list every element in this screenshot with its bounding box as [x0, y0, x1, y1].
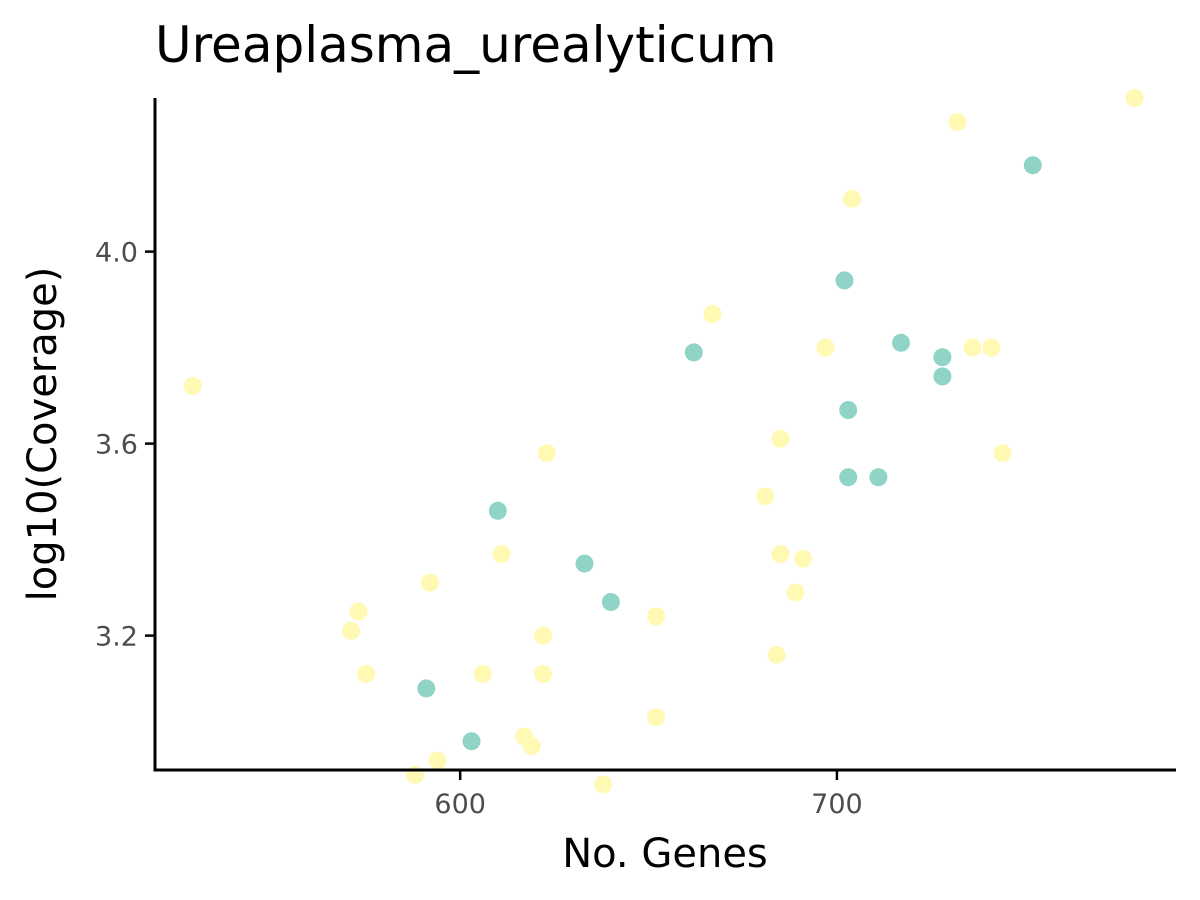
data-point [963, 338, 982, 357]
data-point [488, 501, 507, 520]
data-point [537, 444, 556, 463]
data-point [522, 737, 541, 755]
data-point [594, 775, 613, 794]
y-axis-ticks: 3.2 3.6 4.0 [95, 238, 155, 653]
x-axis-title: No. Genes [562, 831, 768, 877]
data-point [647, 708, 666, 727]
data-point [492, 545, 511, 563]
data-point [428, 751, 447, 770]
data-point [771, 545, 790, 563]
data-point [771, 429, 790, 448]
data-point [948, 113, 967, 131]
data-point [756, 487, 775, 506]
data-point [575, 554, 594, 573]
data-point [534, 665, 553, 683]
y-axis-title: log10(Coverage) [20, 267, 66, 602]
data-point [933, 367, 952, 386]
data-point [473, 665, 492, 683]
data-point [534, 626, 553, 645]
data-point [647, 607, 666, 626]
data-point [892, 333, 910, 352]
data-point [816, 338, 835, 357]
data-point [982, 338, 1001, 357]
y-tick-label: 4.0 [95, 238, 138, 269]
data-point [684, 343, 703, 362]
y-tick-label: 3.2 [95, 622, 138, 653]
data-point [183, 377, 202, 395]
data-point [933, 348, 952, 367]
data-point [703, 305, 722, 323]
data-point [839, 401, 858, 419]
data-point [835, 271, 854, 290]
data-point [341, 621, 360, 640]
data-point [1023, 156, 1042, 175]
data-point [349, 602, 368, 621]
data-point [421, 573, 439, 592]
chart-title: Ureaplasma_urealyticum [155, 16, 777, 74]
x-tick-label: 600 [434, 789, 486, 820]
data-point [843, 189, 861, 208]
x-axis-ticks: 600 700 [434, 770, 863, 820]
data-point [357, 665, 375, 683]
data-point [839, 468, 858, 487]
y-tick-label: 3.6 [95, 430, 138, 461]
data-point [1125, 89, 1144, 107]
data-point [462, 732, 481, 751]
points-layer [183, 89, 1144, 794]
data-point [601, 593, 620, 611]
data-point [786, 583, 805, 602]
x-tick-label: 700 [811, 789, 863, 820]
data-point [794, 549, 812, 568]
data-point [767, 645, 786, 664]
plot-area: 600 700 3.2 3.6 4.0 [95, 89, 1176, 820]
data-point [869, 468, 888, 487]
data-point [993, 444, 1012, 463]
data-point [417, 679, 436, 698]
